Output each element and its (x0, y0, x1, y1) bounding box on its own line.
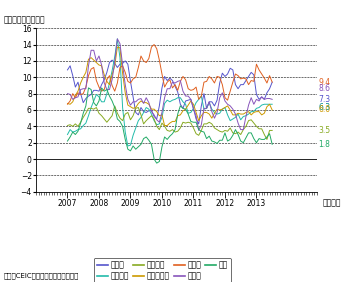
Text: 6.0: 6.0 (319, 105, 331, 114)
Text: 9.4: 9.4 (319, 78, 331, 87)
Text: 6.3: 6.3 (319, 103, 331, 112)
Text: （前年同月比、％）: （前年同月比、％） (4, 15, 45, 24)
Legend: トルコ, ブラジル, メキシコ, 南アフリカ, インド, ロシア, 中国: トルコ, ブラジル, メキシコ, 南アフリカ, インド, ロシア, 中国 (94, 258, 231, 282)
Text: 8.6: 8.6 (319, 84, 330, 93)
Text: 資料：CEICデータベースから作成。: 資料：CEICデータベースから作成。 (4, 273, 79, 279)
Text: 7.3: 7.3 (319, 95, 331, 104)
Text: （年月）: （年月） (322, 199, 341, 208)
Text: 3.5: 3.5 (319, 126, 331, 135)
Text: 1.8: 1.8 (319, 140, 330, 149)
